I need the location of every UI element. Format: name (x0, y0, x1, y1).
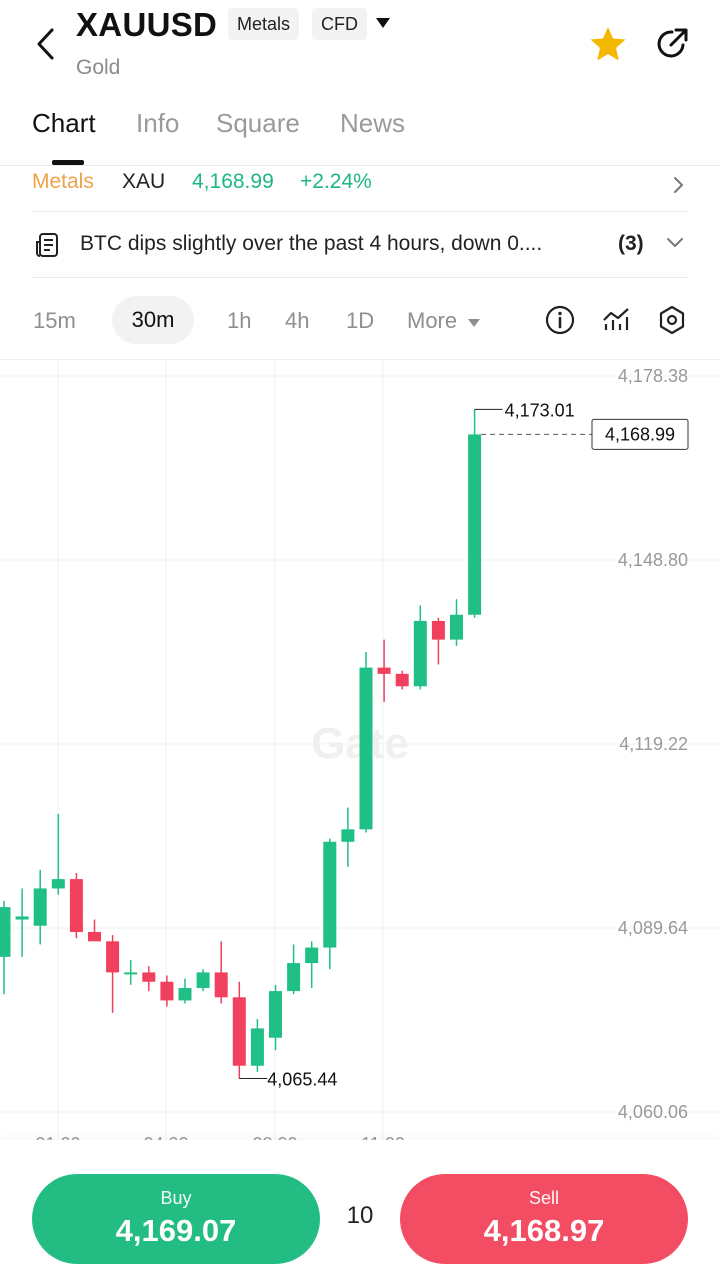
buy-price: 4,169.07 (115, 1213, 237, 1248)
timeframe-15m[interactable]: 15m (33, 308, 76, 333)
candle-body (341, 829, 355, 842)
candle-body (431, 620, 445, 640)
quantity-value[interactable]: 10 (346, 1202, 374, 1229)
candle-body (305, 947, 319, 964)
caret-down-icon (468, 319, 481, 327)
candle-body (0, 907, 11, 957)
x-tick-label: 01:00 (35, 1134, 80, 1140)
candle-body (88, 931, 101, 942)
chevron-down-icon[interactable] (374, 16, 392, 35)
x-tick-label: 11:00 (361, 1134, 405, 1140)
candle-body (323, 841, 337, 948)
tab-info[interactable]: Info (136, 108, 180, 138)
timeframe-1h[interactable]: 1h (227, 308, 252, 333)
timeframe-1d[interactable]: 1D (346, 308, 375, 333)
y-tick-label: 4,060.06 (618, 1102, 688, 1122)
y-tick-label: 4,148.80 (618, 550, 688, 570)
sell-price: 4,168.97 (483, 1213, 605, 1248)
high-label: 4,173.01 (505, 400, 575, 420)
sell-label: Sell (528, 1188, 559, 1208)
last-price-box (591, 418, 689, 450)
candle-body (250, 1028, 264, 1066)
tab-news[interactable]: News (340, 108, 406, 138)
candle-body (214, 972, 228, 998)
market-change: +2.24% (300, 170, 372, 193)
more-label: More (407, 308, 458, 333)
more-timeframes-button[interactable]: More (407, 308, 481, 334)
buy-label: Buy (160, 1188, 192, 1208)
star-icon[interactable] (588, 24, 628, 64)
share-icon[interactable] (652, 24, 692, 64)
indicator-icon[interactable] (601, 304, 633, 336)
sell-button[interactable]: Sell 4,168.97 (400, 1174, 688, 1264)
candle-body (124, 972, 138, 975)
news-icon (34, 232, 60, 263)
market-row[interactable]: Metals XAU 4,168.99 +2.24% (32, 166, 688, 212)
back-arrow-icon[interactable] (28, 24, 64, 64)
candle-body (160, 981, 174, 1001)
settings-icon[interactable] (656, 304, 688, 336)
x-tick-label: 08:00 (252, 1134, 297, 1140)
candle-body (468, 434, 482, 615)
news-count: (3) (618, 232, 644, 255)
candle-body (377, 667, 391, 674)
candle-body (51, 879, 65, 889)
candle-body (450, 614, 463, 640)
candlestick-chart[interactable]: Gate4,178.384,148.804,119.224,089.644,06… (0, 360, 720, 1140)
candle-body (287, 963, 301, 992)
info-icon[interactable] (544, 304, 576, 336)
y-tick-label: 4,119.22 (619, 734, 688, 754)
buy-button[interactable]: Buy 4,169.07 (32, 1174, 320, 1264)
candle-body (178, 987, 192, 1001)
candle-body (69, 879, 83, 932)
candle-body (196, 972, 210, 988)
active-tab-indicator (52, 160, 84, 165)
chart-canvas[interactable]: Gate4,178.384,148.804,119.224,089.644,06… (0, 360, 720, 1140)
tag-cfd: CFD (312, 8, 367, 40)
timeframe-bar: 15m 30m 1h 4h 1D More (0, 278, 720, 360)
news-row[interactable]: BTC dips slightly over the past 4 hours,… (32, 212, 688, 278)
candle-body (413, 620, 427, 687)
candle-body (15, 916, 29, 920)
y-tick-label: 4,178.38 (618, 366, 688, 386)
header: XAUUSD Metals CFD Gold (0, 0, 720, 96)
market-base: XAU (122, 170, 166, 193)
tab-bar: Chart Info Square News (0, 96, 720, 166)
chevron-down-icon[interactable] (666, 236, 684, 254)
asset-subtitle: Gold (76, 56, 121, 79)
low-label: 4,065.44 (267, 1070, 337, 1090)
symbol-title: XAUUSD (76, 6, 218, 43)
candle-body (359, 667, 373, 830)
market-price: 4,168.99 (192, 170, 274, 193)
tab-square[interactable]: Square (216, 108, 300, 138)
y-tick-label: 4,089.64 (618, 918, 688, 938)
tag-metals: Metals (228, 8, 300, 40)
timeframe-4h[interactable]: 4h (285, 308, 310, 333)
timeframe-30m[interactable]: 30m (112, 296, 194, 344)
market-category: Metals (32, 170, 94, 193)
tab-chart[interactable]: Chart (32, 108, 96, 138)
x-tick-label: 04:00 (143, 1134, 188, 1140)
news-headline: BTC dips slightly over the past 4 hours,… (80, 232, 543, 255)
candle-body (232, 997, 246, 1066)
candle-body (269, 991, 282, 1038)
trade-bar: Buy 4,169.07 10 Sell 4,168.97 (0, 1140, 720, 1284)
chevron-right-icon[interactable] (672, 176, 684, 200)
candle-body (33, 888, 47, 926)
candle-body (395, 673, 409, 687)
last-price-label: 4,168.99 (605, 424, 675, 444)
candle-body (142, 972, 156, 982)
candle-body (106, 941, 120, 973)
